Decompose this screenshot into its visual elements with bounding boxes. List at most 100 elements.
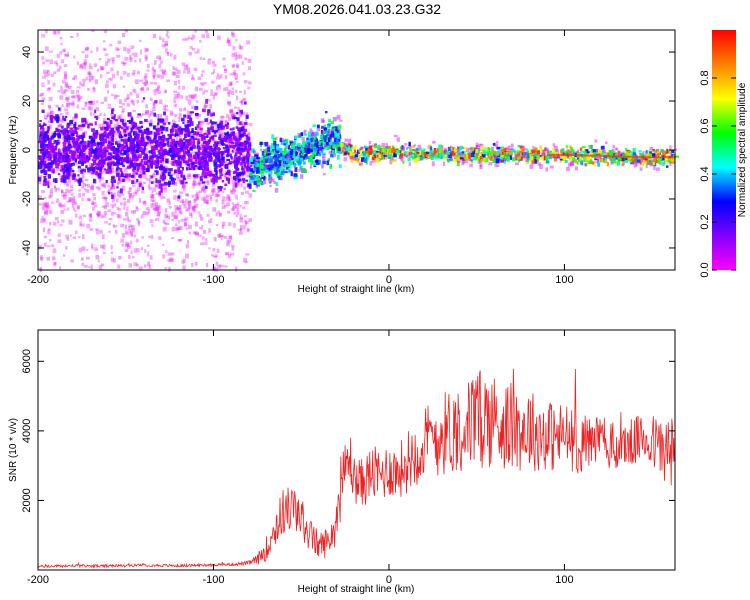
spectrogram-cell (195, 132, 199, 137)
spectrogram-cell (194, 261, 198, 266)
spectrogram-cell (238, 121, 243, 126)
spectrogram-cell (416, 157, 420, 161)
spectrogram-cell (122, 125, 127, 130)
spectrogram-cell (391, 157, 394, 163)
spectrogram-cell (161, 152, 165, 157)
spectrogram-cell (501, 158, 505, 163)
spectrogram-cell (245, 134, 249, 138)
spectrogram-cell (307, 144, 312, 147)
spectrogram-cell (146, 87, 150, 91)
spectrogram-cell (230, 252, 235, 256)
spectrogram-cell (103, 153, 107, 156)
spectrogram-cell (45, 151, 49, 154)
spectrogram-cell (57, 124, 62, 128)
spectrogram-cell (330, 153, 334, 158)
spectrogram-cell (274, 146, 278, 150)
spectrogram-cell (59, 36, 63, 40)
spectrogram-cell (477, 156, 480, 161)
spectrogram-cell (504, 150, 508, 156)
spectrogram-cell (610, 158, 613, 162)
spectrogram-cell (115, 47, 119, 51)
spectrogram-cell (229, 108, 233, 113)
spectrogram-cell (180, 218, 184, 222)
spectrogram-cell (113, 162, 117, 166)
spectrogram-cell (162, 176, 165, 181)
spectrogram-cell (319, 147, 322, 151)
spectrogram-cell (306, 139, 311, 143)
spectrogram-cell (193, 137, 198, 140)
spectrogram-cell (304, 146, 307, 152)
spectrogram-cell (69, 140, 73, 144)
spectrogram-cell (632, 158, 636, 163)
spectrogram-cell (146, 63, 150, 69)
spectrogram-cell (206, 122, 209, 126)
spectrogram-cell (542, 150, 546, 154)
spectrogram-cell (205, 160, 208, 165)
spectrogram-cell (180, 200, 183, 203)
spectrogram-cell (120, 193, 125, 196)
spectrogram-cell (128, 254, 131, 260)
spectrogram-cell (139, 49, 142, 55)
spectrogram-cell (194, 51, 198, 54)
spectrogram-cell (183, 129, 186, 134)
spectrogram-cell (94, 150, 97, 156)
spectrogram-cell (88, 71, 91, 75)
spectrogram-cell (615, 147, 618, 150)
spectrogram-cell (216, 75, 221, 80)
spectrogram-cell (288, 148, 291, 152)
spectrogram-cell (201, 172, 206, 177)
spectrogram-cell (296, 147, 300, 151)
spectrogram-cell (465, 147, 470, 152)
spectrogram-cell (127, 136, 130, 141)
spectrogram-cell (545, 160, 550, 164)
spectrogram-cell (177, 198, 180, 202)
spectrogram-cell (533, 154, 536, 159)
spectrogram-cell (62, 148, 67, 153)
spectrogram-cell (503, 160, 506, 164)
spectrogram-cell (205, 171, 209, 176)
spectrogram-cell (565, 145, 569, 149)
spectrogram-cell (267, 177, 271, 181)
spectrogram-cell (192, 131, 197, 136)
spectrogram-cell (47, 205, 50, 209)
spectrogram-cell (171, 177, 175, 181)
spectrogram-cell (76, 89, 79, 94)
spectrogram-cell (234, 116, 237, 120)
spectrogram-cell (79, 223, 83, 227)
spectrogram-cell (359, 146, 364, 150)
spectrogram-cell (121, 243, 124, 247)
spectrogram-cell (546, 147, 549, 151)
spectrogram-cell (208, 145, 211, 149)
spectrogram-cell (215, 125, 218, 130)
spectrogram-cell (480, 145, 485, 150)
spectrogram-cell (255, 175, 260, 180)
spectrogram-cell (333, 140, 337, 143)
spectrogram-cell (507, 159, 510, 162)
spectrogram-cell (81, 107, 86, 110)
spectrogram-cell (463, 153, 467, 158)
spectrogram-cell (98, 58, 102, 61)
spectrogram-cell (120, 173, 124, 176)
spectrogram-cell (72, 141, 76, 144)
spectrogram-cell (596, 149, 600, 153)
spectrogram-cell (164, 186, 167, 190)
spectrogram-cell (171, 128, 175, 132)
spectrogram-cell (210, 112, 214, 116)
spectrogram-cell (133, 170, 137, 173)
spectrogram-cell (201, 155, 205, 161)
spectrogram-cell (136, 263, 139, 267)
spectrogram-cell (179, 181, 182, 184)
spectrogram-cell (129, 196, 132, 200)
spectrogram-cell (139, 79, 143, 82)
spectrogram-cell (162, 158, 166, 162)
spectrogram-cell (62, 129, 66, 134)
spectrogram-cell (196, 162, 200, 165)
spectrogram-cell (61, 90, 65, 95)
spectrogram-cell (105, 80, 109, 84)
spectrogram-cell (102, 151, 107, 155)
spectrogram-cell (269, 145, 272, 150)
spectrogram-cell (81, 262, 85, 267)
spectrogram-cell (123, 134, 128, 137)
spectrogram-cell (154, 184, 158, 187)
spectrogram-cell (59, 224, 63, 227)
